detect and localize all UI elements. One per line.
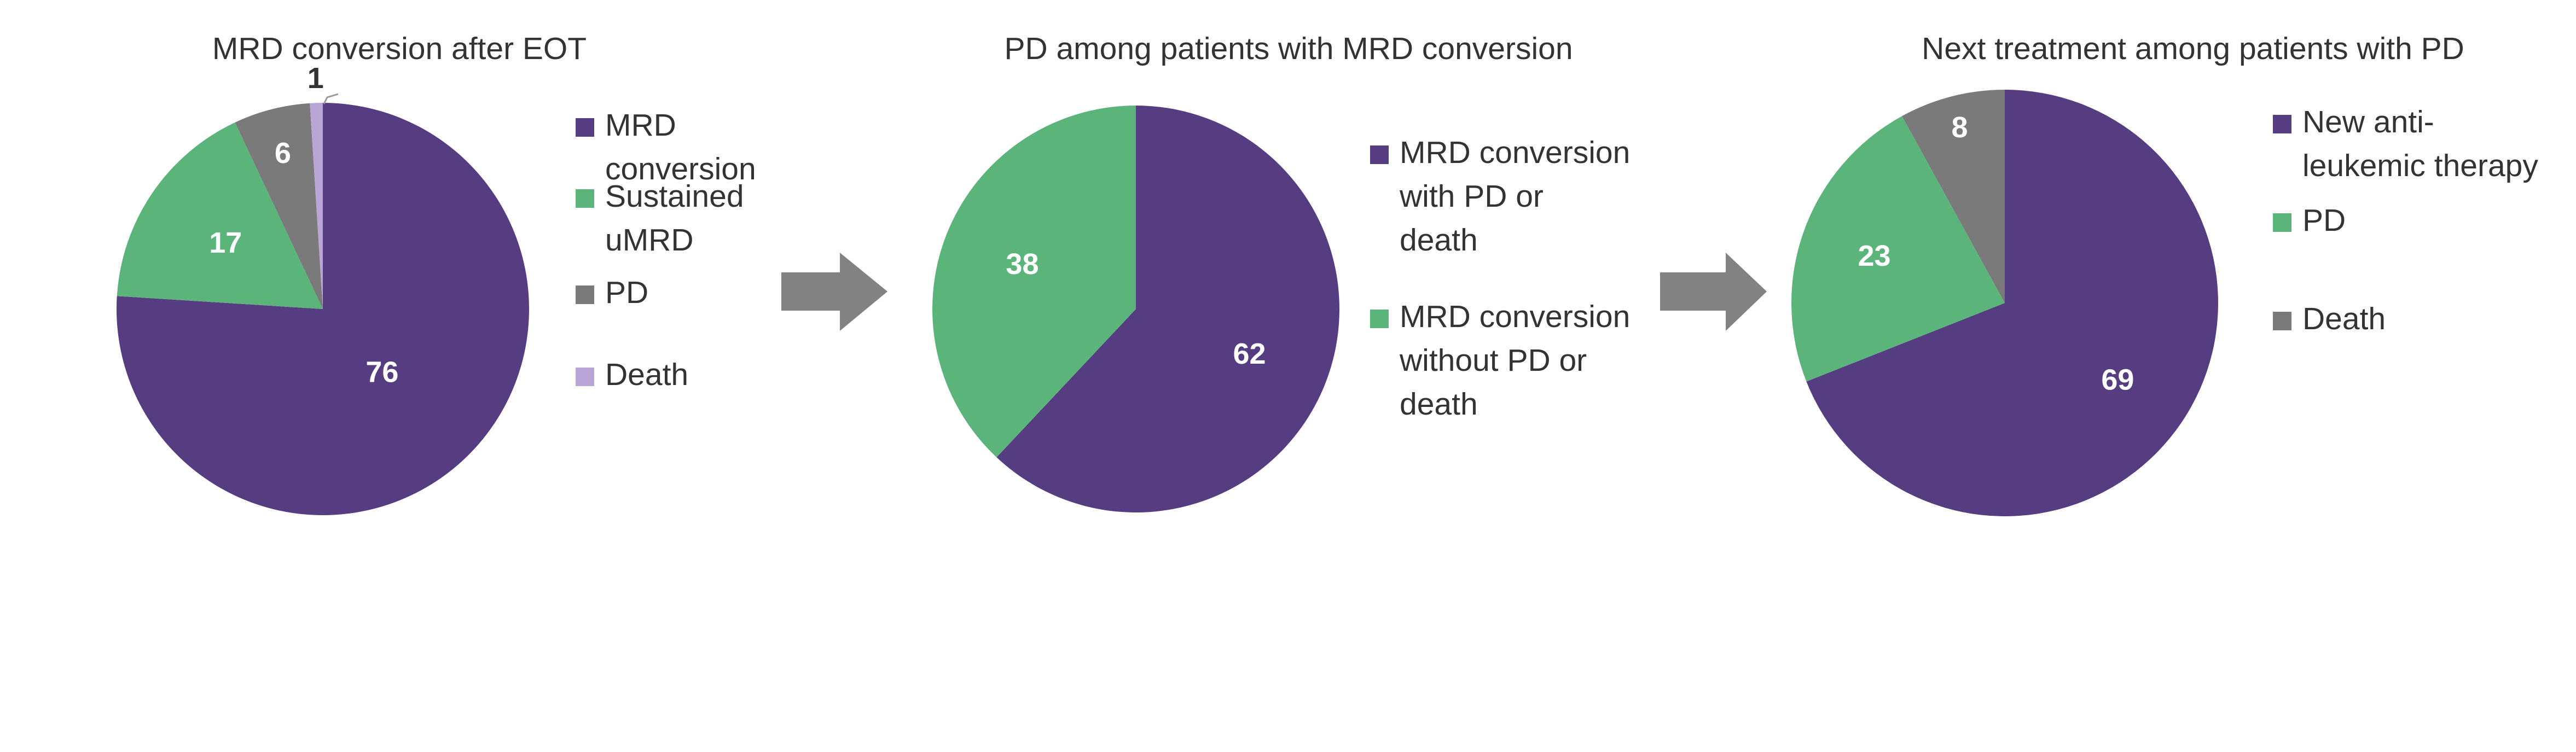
- legend-swatch: [2273, 115, 2291, 133]
- legend-label: MRD conversion without PD or death: [1399, 299, 1630, 422]
- right-arrow-icon: [1660, 253, 1767, 331]
- chart-3-title: Next treatment among patients with PD: [1922, 31, 2464, 66]
- chart-2-slices: 62 38: [932, 106, 1339, 512]
- pie-chart-1: MRD conversion after EOT 76 17 6 1 MRD conve…: [116, 31, 756, 515]
- slice-value-label: 69: [2101, 363, 2134, 396]
- legend-swatch: [2273, 312, 2291, 330]
- chart-3-legend: New anti-leukemic therapy PD Death: [2273, 104, 2538, 336]
- pie-chart-2: PD among patients with MRD conversion 62…: [932, 31, 1630, 512]
- slice-value-label: 38: [1006, 248, 1038, 281]
- pie-slice: [932, 106, 1136, 458]
- chart-2-legend: MRD conversion with PD or death MRD convers…: [1370, 135, 1630, 422]
- legend-swatch: [1370, 310, 1389, 328]
- slice-value-label: 6: [275, 137, 291, 170]
- chart-1-title: MRD conversion after EOT: [212, 31, 587, 66]
- slice-value-label: 62: [1233, 337, 1266, 370]
- legend-label: PD: [2302, 203, 2346, 238]
- pie-slice: [1806, 90, 2219, 516]
- legend-label: Death: [2302, 301, 2386, 336]
- chart-1-slices: 76 17 6 1: [116, 62, 530, 515]
- chart-3-slices: 69 23 8: [1791, 90, 2219, 516]
- right-arrow-icon: [781, 253, 887, 331]
- chart-2-title: PD among patients with MRD conversion: [1004, 31, 1573, 66]
- pie-slice: [310, 103, 323, 309]
- legend-swatch: [576, 189, 594, 208]
- legend-label: PD: [605, 275, 648, 310]
- leader-line: [323, 93, 339, 104]
- legend-swatch: [1370, 145, 1389, 164]
- slice-value-label: 17: [209, 226, 242, 259]
- legend-swatch: [576, 368, 594, 386]
- slice-value-label: 8: [1952, 111, 1968, 144]
- legend-label: New anti-leukemic therapy: [2302, 104, 2538, 183]
- legend-label: Death: [605, 357, 688, 392]
- legend-swatch: [576, 285, 594, 304]
- legend-swatch: [2273, 213, 2291, 232]
- legend-swatch: [576, 118, 594, 137]
- pie-slice: [1902, 90, 2005, 303]
- pie-slice: [1791, 116, 2005, 382]
- legend-label: MRD conversion: [605, 108, 756, 186]
- pie-slice: [235, 103, 323, 309]
- slice-value-label: 1: [308, 62, 324, 95]
- slice-value-label: 76: [365, 355, 398, 388]
- pie-slice: [996, 106, 1339, 512]
- slice-value-label: 23: [1858, 240, 1890, 272]
- pie-slice: [117, 122, 323, 310]
- pie-chart-3: Next treatment among patients with PD 69…: [1791, 31, 2538, 516]
- legend-label: MRD conversion with PD or death: [1399, 135, 1630, 258]
- legend-label: Sustained uMRD: [605, 179, 744, 258]
